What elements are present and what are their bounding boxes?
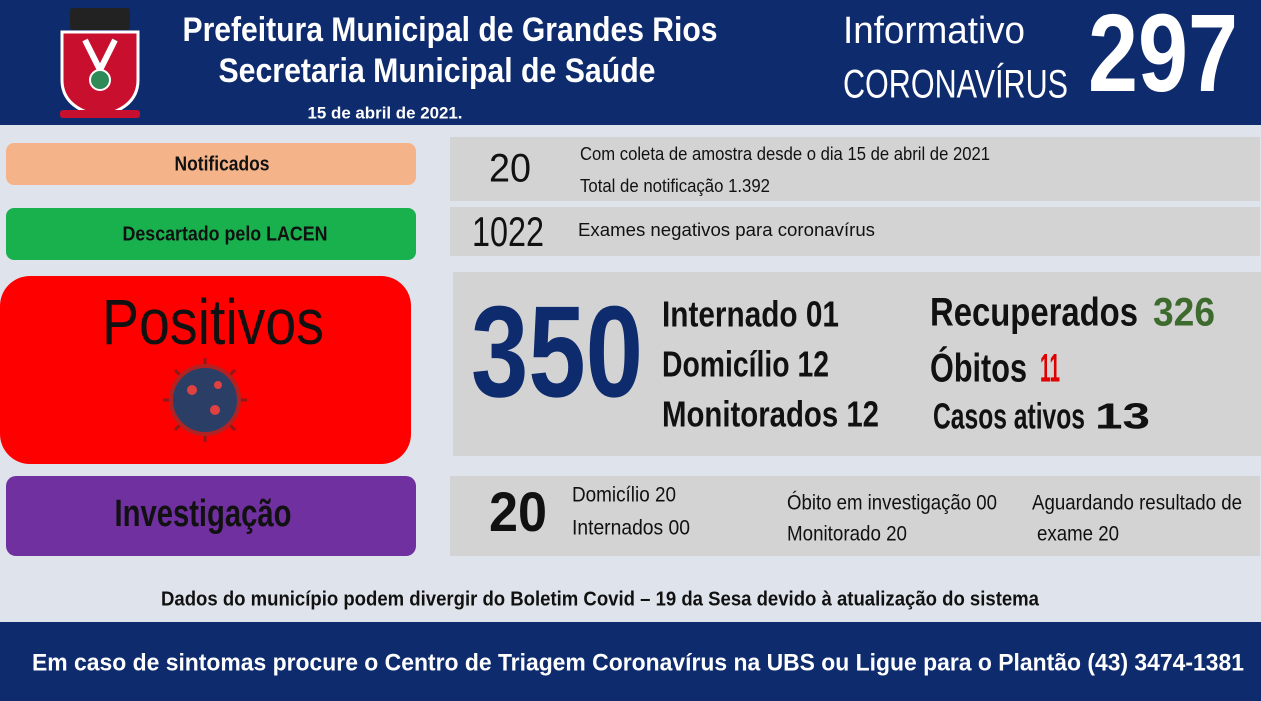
notificados-label: Notificados <box>175 153 270 175</box>
investigacao-label: Investigação <box>115 493 292 535</box>
header-bar <box>0 0 1261 125</box>
positivos-number: 350 <box>471 278 643 424</box>
edition-number: 297 <box>1088 0 1238 115</box>
casos-ativos-label: Casos ativos <box>933 396 1085 437</box>
disclaimer-note: Dados do município podem divergir do Bol… <box>161 588 1040 610</box>
footer-bar <box>0 622 1261 701</box>
header-date: 15 de abril de 2021. <box>308 103 463 122</box>
notificados-line: Total de notificação 1.392 <box>580 176 770 196</box>
descartado-box <box>450 207 1260 256</box>
investigacao-item: Óbito em investigação 00 <box>787 492 997 515</box>
notificados-line: Com coleta de amostra desde o dia 15 de … <box>580 144 990 164</box>
recuperados-value: 326 <box>1153 291 1215 335</box>
descartado-line: Exames negativos para coronavírus <box>578 220 875 240</box>
header-title: Prefeitura Municipal de Grandes Rios <box>183 11 718 49</box>
descartado-number: 1022 <box>472 208 544 255</box>
investigacao-item: Aguardando resultado de <box>1032 492 1242 515</box>
info-line2: CORONAVÍRUS <box>843 62 1068 107</box>
positivos-label: Positivos <box>102 286 324 358</box>
obitos-value: 11 <box>1040 347 1060 391</box>
footer-text: Em caso de sintomas procure o Centro de … <box>32 649 1244 676</box>
investigacao-item: exame 20 <box>1037 523 1119 546</box>
investigacao-box <box>450 476 1260 556</box>
notificados-pill <box>6 143 416 185</box>
descartado-label: Descartado pelo LACEN <box>123 223 328 245</box>
notificados-box <box>450 137 1260 201</box>
recuperados-label: Recuperados <box>930 291 1138 335</box>
positivos-stat: Internado 01 <box>662 294 839 335</box>
virus-icon <box>163 358 247 442</box>
casos-ativos-value: 13 <box>1095 396 1150 437</box>
coat-of-arms <box>60 8 140 118</box>
descartado-pill <box>6 208 416 260</box>
investigacao-pill <box>6 476 416 556</box>
obitos-label: Óbitos <box>930 345 1027 391</box>
investigacao-item: Monitorado 20 <box>787 523 907 546</box>
info-line1: Informativo <box>843 10 1025 52</box>
positivos-stat: Monitorados 12 <box>662 394 879 435</box>
positivos-stat: Domicílio 12 <box>662 344 829 385</box>
investigacao-item: Internados 00 <box>572 517 690 540</box>
header-subtitle: Secretaria Municipal de Saúde <box>219 52 656 90</box>
positivos-box <box>453 272 1261 456</box>
investigacao-number: 20 <box>489 480 547 543</box>
investigacao-item: Domicílio 20 <box>572 484 676 507</box>
notificados-number: 20 <box>489 147 531 191</box>
